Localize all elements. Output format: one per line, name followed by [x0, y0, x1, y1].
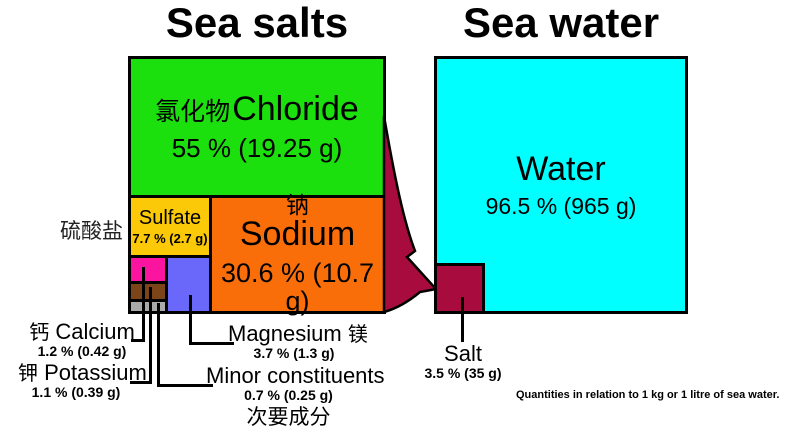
- calcium-label: 钙 Calcium: [24, 319, 140, 344]
- sea-water-title: Sea water: [462, 0, 660, 46]
- salt-connector-vertical: [461, 297, 464, 342]
- salt-label: Salt: [444, 341, 482, 366]
- calcium-connector-horizontal: [131, 339, 145, 342]
- sodium-value: 30.6 % (10.7 g): [220, 258, 375, 317]
- sulfate-value: 7.7 % (2.7 g): [132, 230, 208, 246]
- potassium-connector-vertical: [149, 287, 152, 384]
- salt-value: 3.5 % (35 g): [424, 365, 502, 382]
- potassium-value: 1.1 % (0.39 g): [31, 384, 121, 401]
- water-box: Water 96.5 % (965 g): [434, 56, 688, 314]
- water-label: Water: [516, 150, 606, 189]
- minor-constituents-callout: Minor constituents 0.7 % (0.25 g) 次要成分: [206, 363, 385, 429]
- minor-constituents-label-cn: 次要成分: [246, 405, 331, 429]
- calcium-callout: 钙 Calcium 1.2 % (0.42 g): [24, 319, 140, 360]
- potassium-connector-horizontal: [130, 381, 152, 384]
- calcium-value: 1.2 % (0.42 g): [37, 343, 127, 360]
- chloride-label-cn: 氯化物: [155, 97, 231, 126]
- magnesium-value: 3.7 % (1.3 g): [253, 345, 335, 362]
- calcium-box: [128, 255, 168, 284]
- potassium-callout: 钾 Potassium 1.1 % (0.39 g): [18, 360, 147, 401]
- minor-connector-vertical: [157, 303, 160, 387]
- calcium-connector-vertical: [142, 267, 145, 342]
- sea-salts-title: Sea salts: [165, 0, 349, 46]
- minor-constituents-value: 0.7 % (0.25 g): [244, 387, 333, 404]
- sodium-box: 钠 Sodium 30.6 % (10.7 g): [209, 192, 386, 317]
- magnesium-label-cn: 镁: [347, 324, 368, 346]
- chloride-value: 55 % (19.25 g): [171, 133, 343, 164]
- magnesium-box: [165, 255, 212, 314]
- magnesium-connector-vertical: [189, 295, 192, 345]
- sulfate-label-cn: 硫酸盐: [60, 220, 123, 243]
- salts-to-salt-arrow: [382, 115, 439, 314]
- sulfate-box: Sulfate 7.7 % (2.7 g): [128, 195, 212, 258]
- arrow-shape: [382, 115, 439, 314]
- salt-box: [434, 263, 485, 314]
- magnesium-connector-horizontal: [189, 342, 234, 345]
- calcium-label-cn: 钙: [29, 322, 50, 344]
- potassium-label-cn: 钾: [18, 363, 38, 385]
- minor-connector-horizontal: [157, 384, 213, 387]
- sodium-label: Sodium: [239, 215, 356, 254]
- sulfate-label: Sulfate: [138, 206, 202, 229]
- calcium-label-en: Calcium: [55, 319, 135, 344]
- magnesium-label-en: Magnesium: [228, 321, 342, 346]
- magnesium-label: Magnesium 镁: [228, 321, 368, 346]
- potassium-label: 钾 Potassium: [18, 360, 147, 385]
- minor-constituents-box: [128, 299, 168, 314]
- chloride-label-row: 氯化物 Chloride: [155, 89, 359, 128]
- magnesium-callout: Magnesium 镁 3.7 % (1.3 g): [228, 321, 368, 362]
- chloride-box: 氯化物 Chloride 55 % (19.25 g): [128, 56, 386, 198]
- potassium-label-en: Potassium: [44, 360, 147, 385]
- minor-constituents-label: Minor constituents: [206, 363, 385, 388]
- chloride-label: Chloride: [232, 89, 359, 128]
- footnote: Quantities in relation to 1 kg or 1 litr…: [516, 389, 780, 401]
- water-value: 96.5 % (965 g): [485, 192, 637, 219]
- salt-callout: Salt 3.5 % (35 g): [420, 341, 506, 382]
- sodium-label-cn: 钠: [286, 192, 309, 219]
